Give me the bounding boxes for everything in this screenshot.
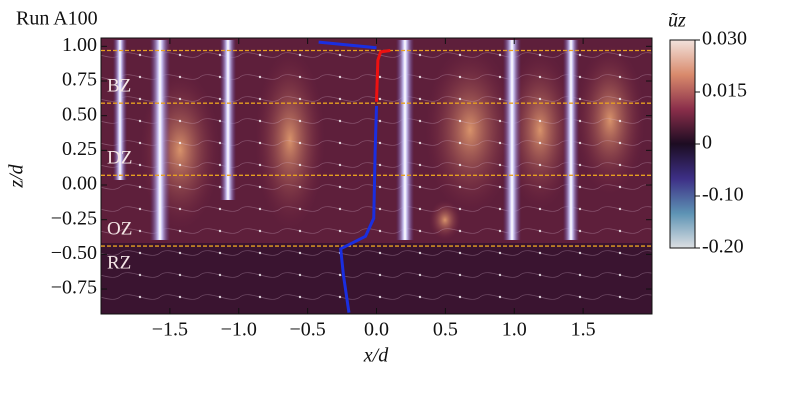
y-tick-label: −0.50: [51, 242, 97, 264]
x-tick-label: −1.5: [152, 319, 188, 341]
y-tick-label: 1.00: [62, 34, 97, 56]
chart-title: Run A100: [16, 8, 98, 30]
zone-label: OZ: [107, 218, 132, 239]
x-tick-label: 1.5: [571, 319, 596, 341]
y-tick-label: −0.25: [51, 207, 97, 229]
y-tick-label: 0.75: [62, 69, 97, 91]
y-tick-label: 0.00: [62, 173, 97, 195]
colorbar-tick-label: -0.20: [702, 236, 744, 258]
profile-line: [375, 48, 391, 102]
colorbar-tick-label: 0.030: [702, 28, 747, 50]
zone-label: RZ: [107, 252, 131, 273]
x-tick-label: −1.0: [221, 319, 257, 341]
x-tick-label: 1.0: [502, 319, 527, 341]
colorbar-tick-label: 0.015: [702, 80, 747, 102]
x-tick-label: 0.5: [433, 319, 458, 341]
profile-line: [318, 40, 378, 313]
x-tick-label: −0.5: [289, 319, 325, 341]
x-tick-label: 0.0: [364, 319, 389, 341]
colorbar-label: ũz: [668, 10, 686, 32]
y-tick-label: 0.50: [62, 103, 97, 125]
colorbar: [669, 39, 696, 249]
y-axis-label: z/d: [6, 163, 28, 188]
heatmap-background: [101, 38, 652, 314]
zone-label: BZ: [107, 76, 131, 97]
colorbar-tick-label: 0: [702, 132, 712, 154]
x-axis-label: x/d: [363, 345, 389, 367]
zone-label: DZ: [107, 148, 132, 169]
y-tick-label: 0.25: [62, 138, 97, 160]
colorbar-tick-label: -0.10: [702, 184, 744, 206]
y-tick-label: −0.75: [51, 277, 97, 299]
